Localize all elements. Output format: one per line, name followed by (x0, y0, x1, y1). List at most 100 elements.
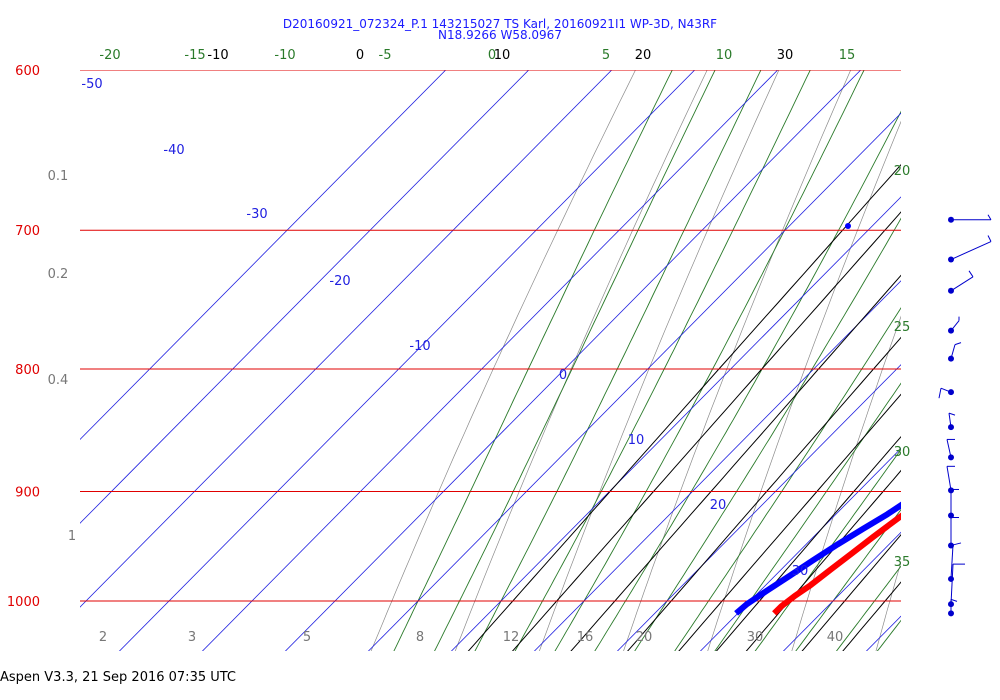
wind-barb (948, 342, 962, 362)
pressure-label: 900 (15, 485, 40, 500)
isotherm-label: -50 (81, 77, 102, 92)
top-black-label: 0 (356, 48, 364, 63)
moist-adiabat-label: -10 (274, 48, 295, 63)
mixing-ratio-line (627, 336, 901, 651)
dry-adiabat (791, 315, 901, 651)
wind-barb (948, 412, 956, 431)
moist-adiabat-label: 10 (716, 48, 733, 63)
pressure-label: 800 (15, 363, 40, 378)
isotherm-label: -40 (163, 143, 184, 158)
isotherm (699, 447, 901, 651)
dry-adiabat (875, 560, 901, 651)
mixing-ratio-label: 16 (577, 630, 594, 645)
mixing-ratio-line (842, 581, 901, 651)
chart-title-line2: N18.9266 W58.0967 (438, 28, 562, 42)
chart-grid (80, 0, 1000, 681)
left-gray-label: 0.1 (48, 169, 69, 184)
moist-adiabat-label: 5 (602, 48, 610, 63)
isotherm (118, 70, 696, 651)
wind-barb (946, 438, 955, 461)
isotherm (201, 70, 779, 651)
isotherm (865, 615, 901, 651)
moist-adiabat (474, 70, 762, 651)
mixing-ratio-line (678, 393, 901, 651)
pressure-label: 700 (15, 224, 40, 239)
dry-adiabat (707, 120, 901, 651)
moist-adiabat (795, 508, 901, 651)
dry-adiabat (370, 70, 636, 651)
isotherm-label: 0 (559, 368, 567, 383)
mixing-ratio-label: 5 (303, 630, 311, 645)
moist-adiabat-right-label: 30 (894, 445, 911, 460)
dry-adiabat (953, 0, 1000, 681)
dewpoint-trace (734, 501, 901, 616)
moist-adiabat (876, 619, 901, 651)
left-gray-label: 1 (68, 529, 76, 544)
moist-adiabat (514, 70, 811, 651)
mixing-ratio-label: 12 (503, 630, 520, 645)
isotherm (80, 70, 530, 524)
top-black-label: 30 (777, 48, 794, 63)
top-black-label: 10 (494, 48, 511, 63)
moist-adiabat-label: -15 (184, 48, 205, 63)
isotherm (367, 112, 901, 651)
moist-adiabat (714, 382, 901, 651)
moist-adiabat-right-label: 20 (894, 164, 911, 179)
isotherm (284, 70, 862, 651)
moist-adiabat (393, 70, 673, 651)
moist-adiabat-right-label: 35 (894, 555, 911, 570)
wind-barb (948, 235, 992, 263)
mixing-ratio-label: 8 (416, 630, 424, 645)
mixing-ratio-label: 40 (827, 630, 844, 645)
pressure-label: 1000 (7, 595, 40, 610)
dry-adiabat (623, 70, 852, 651)
mixing-ratio-line (745, 469, 901, 651)
moist-adiabat (674, 307, 901, 651)
wind-barb (948, 214, 992, 223)
mixing-ratio-line (570, 274, 901, 651)
isotherm (450, 196, 901, 651)
dewpoint-point (845, 223, 851, 229)
isotherm-label: 30 (792, 564, 809, 579)
chart-title-line1: D20160921_072324_P.1 143215027 TS Karl, … (282, 17, 718, 31)
mixing-ratio-label: 3 (188, 630, 196, 645)
wind-barb (938, 387, 954, 399)
isotherm (80, 70, 613, 608)
sounding-traces (734, 223, 901, 616)
moist-adiabat (554, 70, 865, 651)
mixing-ratio-label: 2 (99, 630, 107, 645)
wind-barbs (938, 214, 992, 617)
moist-adiabat-label: 0 (488, 48, 496, 63)
mixing-ratio-line (801, 534, 901, 651)
wind-barb (948, 598, 958, 617)
mixing-ratio-label: 30 (747, 630, 764, 645)
moist-adiabat-label: -5 (379, 48, 392, 63)
moist-adiabat-right-label: 25 (894, 320, 911, 335)
moist-adiabat (835, 565, 901, 651)
isotherm-label: -30 (246, 207, 267, 222)
moist-adiabat-label: 15 (839, 48, 856, 63)
mixing-ratio-label: 20 (636, 630, 653, 645)
wind-barb (948, 316, 960, 334)
axis-labels: 6007008009001000-50-40-30-20-100102030-2… (7, 48, 910, 645)
top-black-label: -10 (207, 48, 228, 63)
temperature-trace (772, 512, 901, 616)
moist-adiabat (594, 110, 901, 651)
wind-barb (948, 270, 974, 294)
moist-adiabat (754, 448, 901, 651)
left-gray-label: 0.4 (48, 373, 69, 388)
isotherm-label: -20 (329, 274, 350, 289)
isotherm (782, 531, 901, 651)
wind-barb (948, 488, 959, 519)
isotherm (80, 70, 447, 440)
mixing-ratio-line (511, 211, 901, 651)
mixing-ratio-line (467, 163, 901, 651)
isotherm (920, 0, 1000, 681)
isotherm-label: 10 (628, 433, 645, 448)
moist-adiabat-label: -20 (99, 48, 120, 63)
moist-adiabat (434, 70, 716, 651)
left-gray-label: 0.2 (48, 267, 69, 282)
isotherm (533, 280, 901, 651)
isotherm-label: -10 (409, 339, 430, 354)
